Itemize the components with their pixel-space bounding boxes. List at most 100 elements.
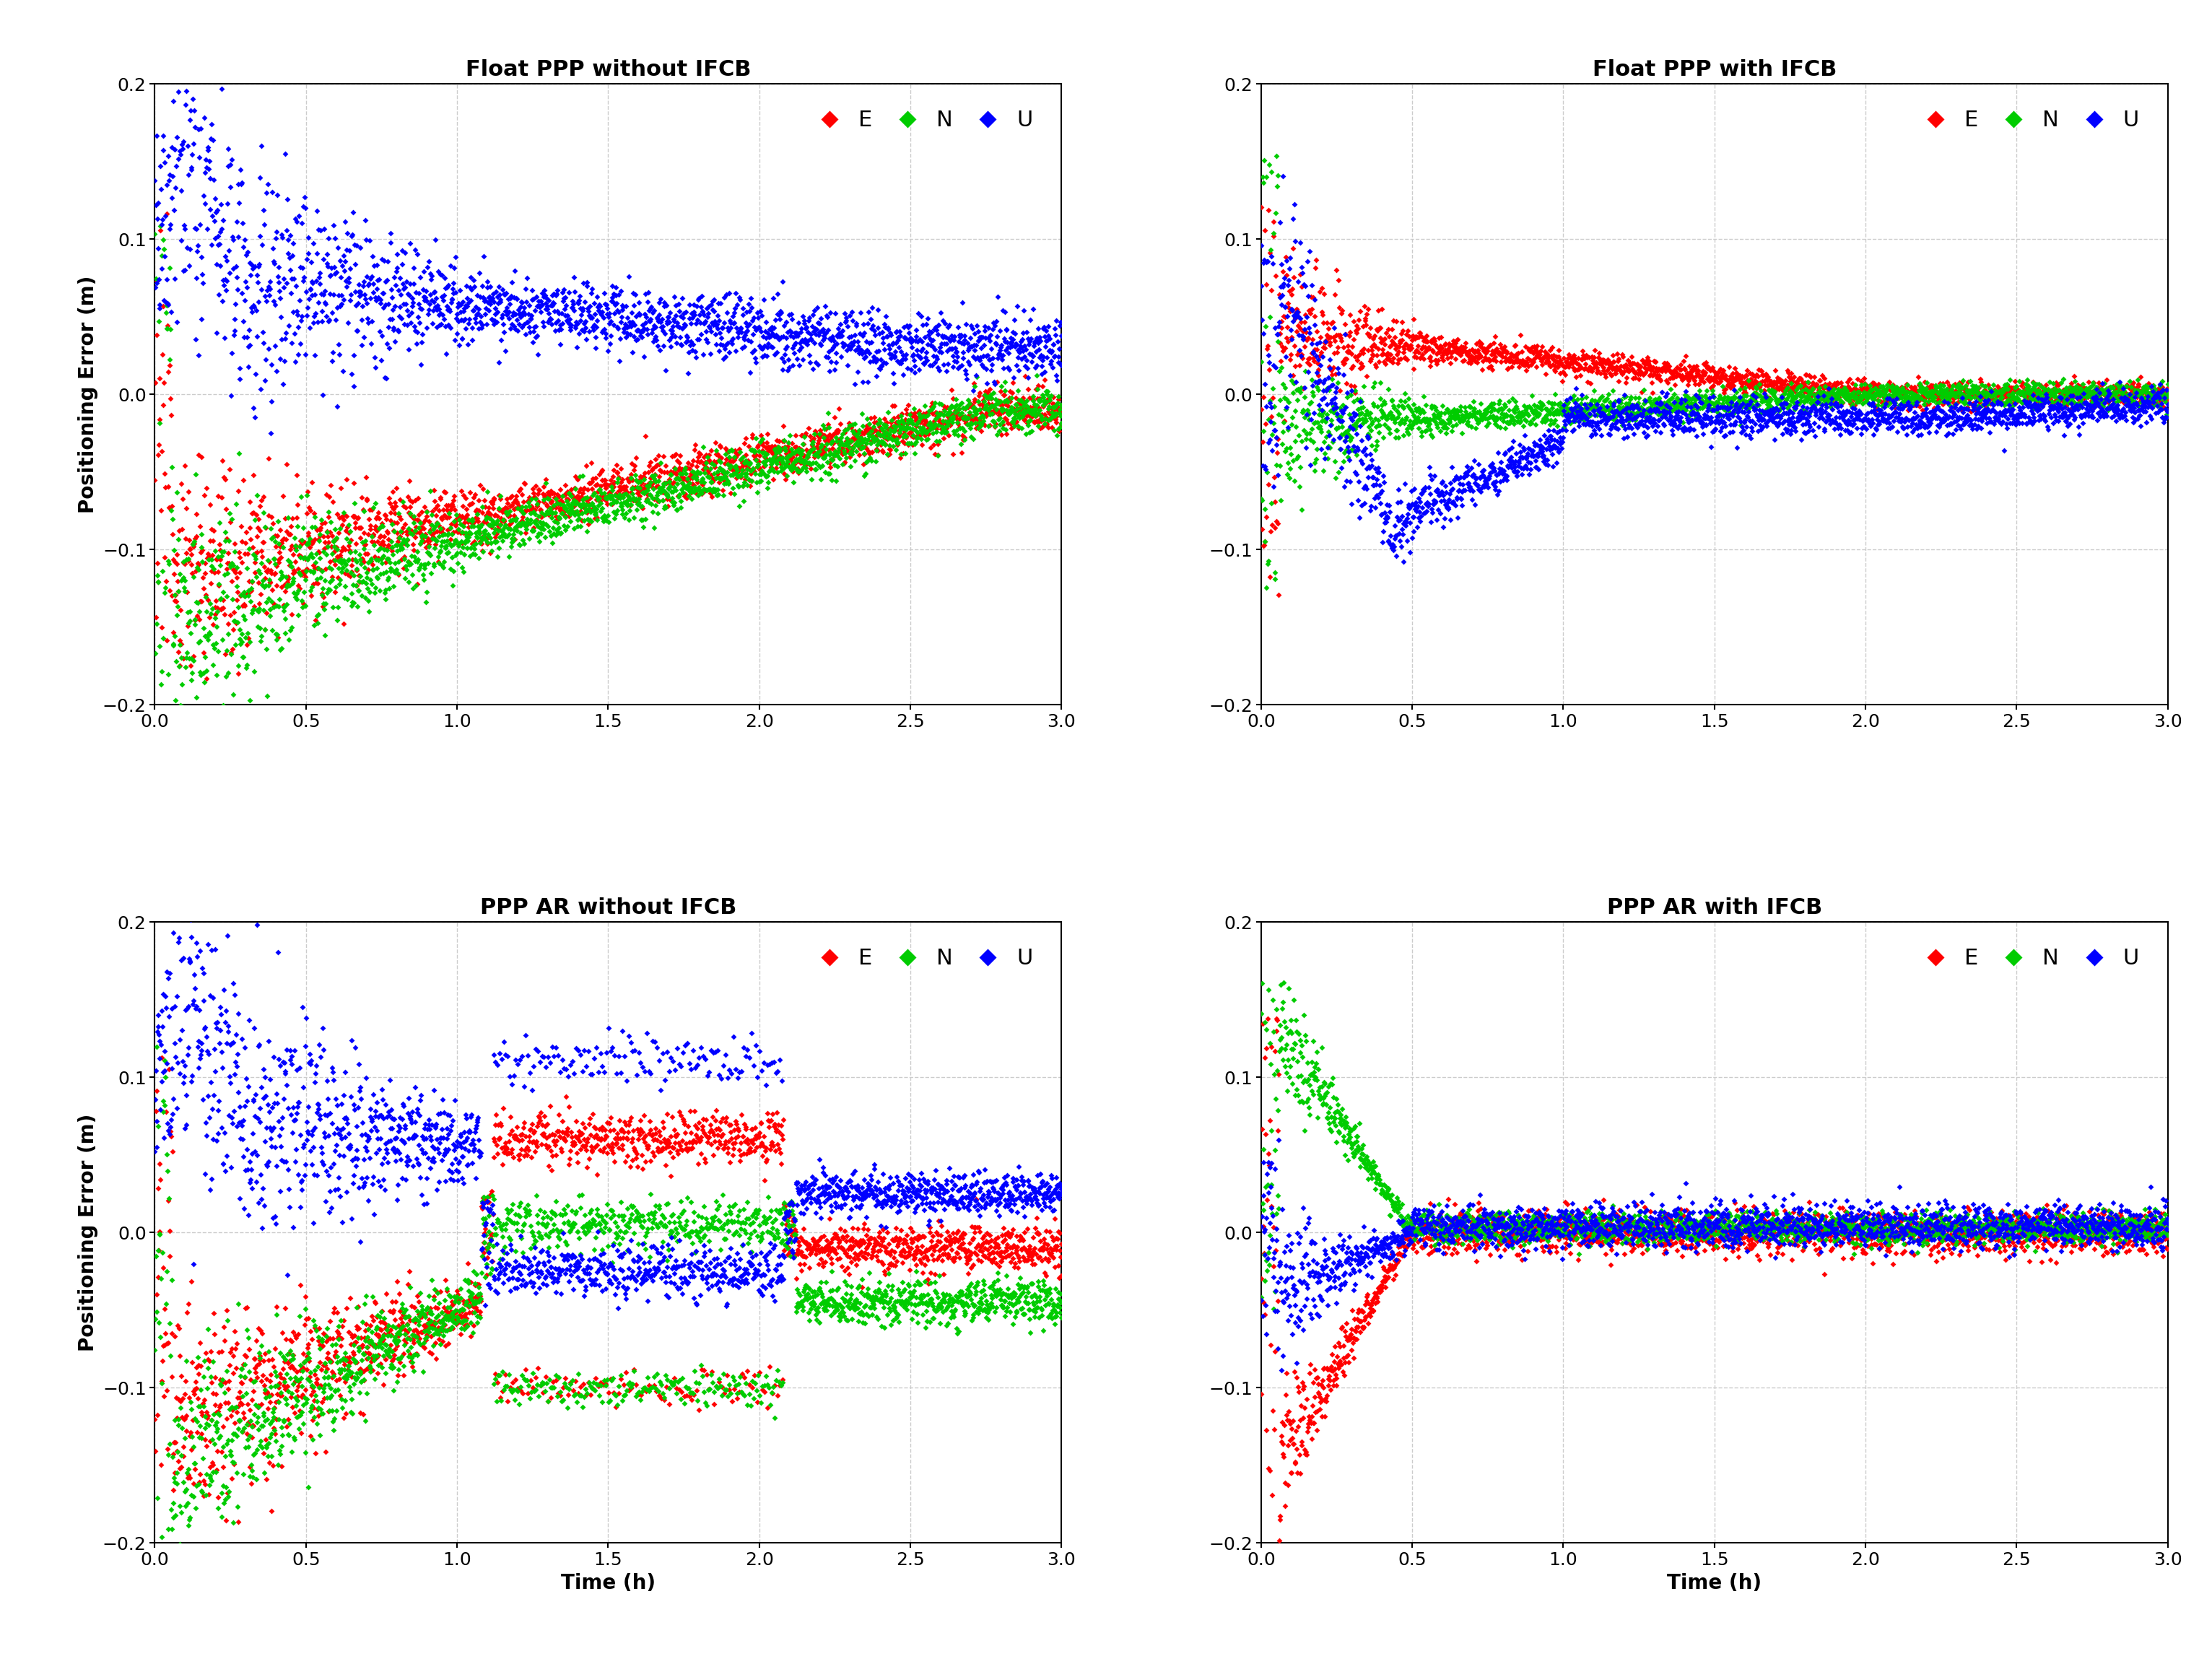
Point [518,1182,553,1209]
Point [2020,1197,2055,1224]
Point [1354,408,1389,434]
Point [551,1375,586,1402]
Point [743,1239,779,1266]
Point [1621,1207,1657,1234]
Point [188,1414,223,1441]
Point [617,1207,653,1234]
Point [2139,1214,2174,1241]
Point [1750,413,1785,439]
Point [686,1357,721,1384]
Point [969,384,1004,411]
Point [1498,1216,1533,1243]
Point [281,572,316,599]
Point [1699,392,1734,419]
Point [2084,372,2119,399]
Point [1725,1206,1761,1233]
Point [615,292,650,319]
Point [1557,1216,1593,1243]
Point [586,1207,622,1234]
Point [1298,1397,1334,1424]
Point [1898,379,1933,406]
Point [964,354,1000,381]
Point [1845,1219,1880,1246]
Point [914,396,949,423]
Point [257,1353,292,1380]
Point [989,317,1024,344]
Point [580,1258,615,1285]
Point [1825,1194,1860,1221]
Point [1646,1224,1681,1251]
Point [1887,384,1922,411]
Point [215,1110,250,1137]
Point [611,468,646,495]
Point [1776,1214,1812,1241]
Point [675,1036,710,1063]
Point [310,1363,345,1390]
Point [1942,376,1978,402]
Point [555,486,591,513]
Point [155,1139,190,1166]
Point [1400,332,1436,359]
Point [1294,295,1329,322]
Point [964,1233,1000,1259]
Point [1312,1098,1347,1125]
Point [1009,1246,1044,1273]
Point [540,1256,575,1283]
Point [1307,424,1343,451]
Point [681,1150,717,1177]
Point [542,483,577,510]
Point [1336,307,1371,334]
Point [1721,1216,1756,1243]
Point [1261,314,1296,340]
Point [2148,1216,2183,1243]
Point [319,1343,354,1370]
Point [787,1276,823,1303]
Point [672,1378,708,1405]
Point [1281,1229,1316,1256]
Point [1898,1219,1933,1246]
Point [1858,376,1893,402]
Point [338,1348,374,1375]
Point [400,538,436,565]
Point [914,1286,949,1313]
Point [1918,1221,1953,1248]
Point [416,1333,451,1360]
Point [801,322,836,349]
Point [781,438,816,465]
Point [1644,357,1679,384]
Point [630,1258,666,1285]
Point [2139,1214,2174,1241]
Point [2011,1211,2046,1238]
Point [801,443,836,470]
Point [2026,1196,2062,1223]
Point [1984,1204,2020,1231]
Point [1537,356,1573,382]
Point [1416,1226,1451,1253]
Point [2053,396,2088,423]
Point [1940,379,1975,406]
Point [281,577,316,604]
Point [1949,1194,1984,1221]
Point [164,226,199,253]
Point [312,1100,347,1127]
Point [1535,1209,1571,1236]
Point [641,1122,677,1149]
Point [1378,1226,1413,1253]
Point [2121,402,2157,429]
Point [1553,1219,1588,1246]
Point [602,1107,637,1134]
Point [1411,1216,1447,1243]
Point [1336,1276,1371,1303]
Point [522,1238,557,1264]
Point [1637,1199,1672,1226]
Point [161,929,197,956]
Point [728,1259,763,1286]
Point [476,1125,511,1152]
Point [734,424,770,451]
Point [1002,1179,1037,1206]
Point [480,1249,515,1276]
Point [708,449,743,476]
Point [314,255,349,282]
Point [1759,1209,1794,1236]
Point [841,340,876,367]
